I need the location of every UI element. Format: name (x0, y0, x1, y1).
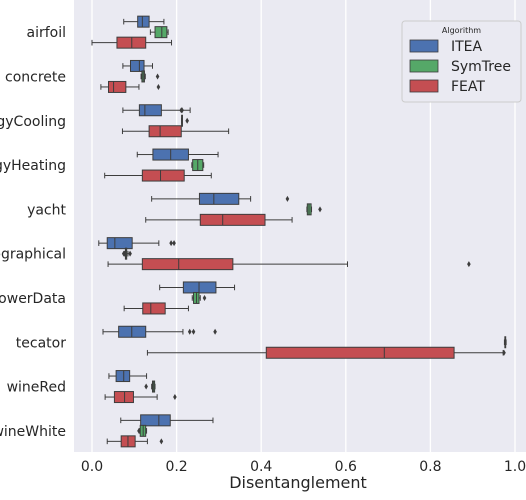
box-symtree-energyCooling (181, 114, 189, 127)
box-symtree-tecator (503, 336, 507, 349)
grid-lines (91, 0, 516, 452)
legend-label-itea: ITEA (451, 39, 483, 55)
x-tick-label: 0.8 (419, 459, 441, 475)
box-itea-energyHeating (136, 148, 219, 161)
box-feat-energyCooling (121, 125, 230, 138)
outlier-point (155, 73, 160, 80)
y-tick-label: wineWhite (0, 424, 66, 440)
outlier-point (137, 427, 141, 434)
box-feat-airfoil (91, 36, 173, 49)
outlier-point (144, 383, 148, 390)
outlier-point (172, 240, 176, 247)
box-iqr (182, 281, 217, 294)
y-tick-label: airfoil (27, 25, 67, 41)
legend-title: Algorithm (442, 26, 481, 35)
box-iqr (265, 346, 455, 359)
box-itea-concrete (122, 59, 153, 72)
x-tick-label: 1.0 (504, 459, 526, 475)
box-iqr (138, 104, 162, 117)
box-iqr (140, 414, 171, 427)
outlier-point (180, 107, 184, 114)
box-feat-wineRed (104, 391, 177, 404)
legend-items: ITEA SymTree FEAT (409, 39, 511, 95)
box-iqr (113, 391, 134, 404)
outlier-point (156, 83, 161, 90)
x-axis-label: Disentanglement (229, 473, 367, 492)
outlier-point (213, 328, 217, 335)
y-tick-label: concrete (5, 69, 66, 85)
box-iqr (115, 370, 131, 383)
legend-label-feat: FEAT (451, 79, 485, 95)
outlier-point (121, 250, 126, 257)
y-tick-label: energyHeating (0, 158, 66, 174)
legend: Algorithm ITEA SymTree FEAT (401, 20, 522, 103)
y-tick-label: towerData (0, 291, 66, 307)
outlier-point (128, 250, 132, 257)
box-symtree-concrete (140, 70, 160, 83)
y-tick-label: yacht (27, 202, 66, 218)
outlier-point (502, 349, 506, 356)
box-iqr (199, 213, 266, 226)
x-tick-label: 0.4 (250, 459, 272, 475)
y-tick-label: energyCooling (0, 114, 66, 130)
box-feat-tecator (146, 346, 506, 359)
box-iqr (154, 26, 168, 39)
box-iqr (107, 80, 127, 93)
y-tick-label: Geographical (0, 247, 66, 263)
box-itea-wineRed (108, 370, 148, 383)
outlier-point (169, 240, 173, 247)
box-iqr (142, 302, 166, 315)
x-tick-label: 0.2 (165, 459, 187, 475)
x-tick-label: 0.0 (81, 459, 103, 475)
box-itea-towerData (159, 281, 236, 294)
box-symtree-wineRed (144, 380, 156, 393)
outlier-point (285, 195, 290, 202)
box-symtree-towerData (191, 291, 207, 304)
y-tick-label: wineRed (7, 380, 66, 396)
x-tick-labels: 0.0 0.2 0.4 0.6 0.8 1.0 (81, 459, 526, 475)
box-symtree-airfoil (149, 26, 169, 39)
box-iqr (137, 15, 150, 28)
box-symtree-wineWhite (137, 424, 148, 437)
box-symtree-yacht (306, 203, 322, 216)
outlier-point (173, 394, 177, 401)
outlier-point (185, 117, 189, 124)
box-feat-towerData (123, 302, 189, 315)
legend-swatch-feat (409, 79, 439, 93)
box-feat-energyHeating (104, 169, 212, 182)
box-itea-Geographical (98, 237, 176, 250)
box-itea-tecator (102, 325, 217, 338)
legend-swatch-symtree (409, 59, 439, 73)
outlier-point (202, 294, 207, 301)
box-feat-wineWhite (106, 435, 164, 448)
box-iqr (129, 59, 145, 72)
box-iqr (141, 169, 185, 182)
box-itea-energyCooling (122, 104, 191, 117)
outlier-point (318, 206, 322, 213)
legend-swatch-itea (409, 39, 439, 53)
outlier-point (159, 438, 164, 445)
legend-label-symtree: SymTree (451, 59, 511, 75)
box-itea-yacht (151, 192, 290, 205)
box-feat-concrete (100, 80, 161, 93)
box-symtree-energyHeating (191, 159, 205, 172)
x-tick-label: 0.6 (335, 459, 357, 475)
box-iqr (106, 237, 133, 250)
box-itea-wineWhite (120, 414, 214, 427)
y-tick-labels: airfoil concrete energyCooling energyHeatin… (0, 25, 66, 440)
box-iqr (141, 258, 234, 271)
outlier-point (467, 261, 471, 268)
outlier-point (191, 328, 196, 335)
box-symtree-Geographical (121, 247, 132, 260)
box-itea-airfoil (123, 15, 165, 28)
box-iqr (148, 125, 182, 138)
outlier-point (187, 328, 192, 335)
box-feat-Geographical (107, 258, 471, 271)
y-tick-label: tecator (16, 335, 66, 351)
box-feat-yacht (145, 213, 293, 226)
box-layer (91, 15, 507, 448)
box-iqr (198, 192, 240, 205)
